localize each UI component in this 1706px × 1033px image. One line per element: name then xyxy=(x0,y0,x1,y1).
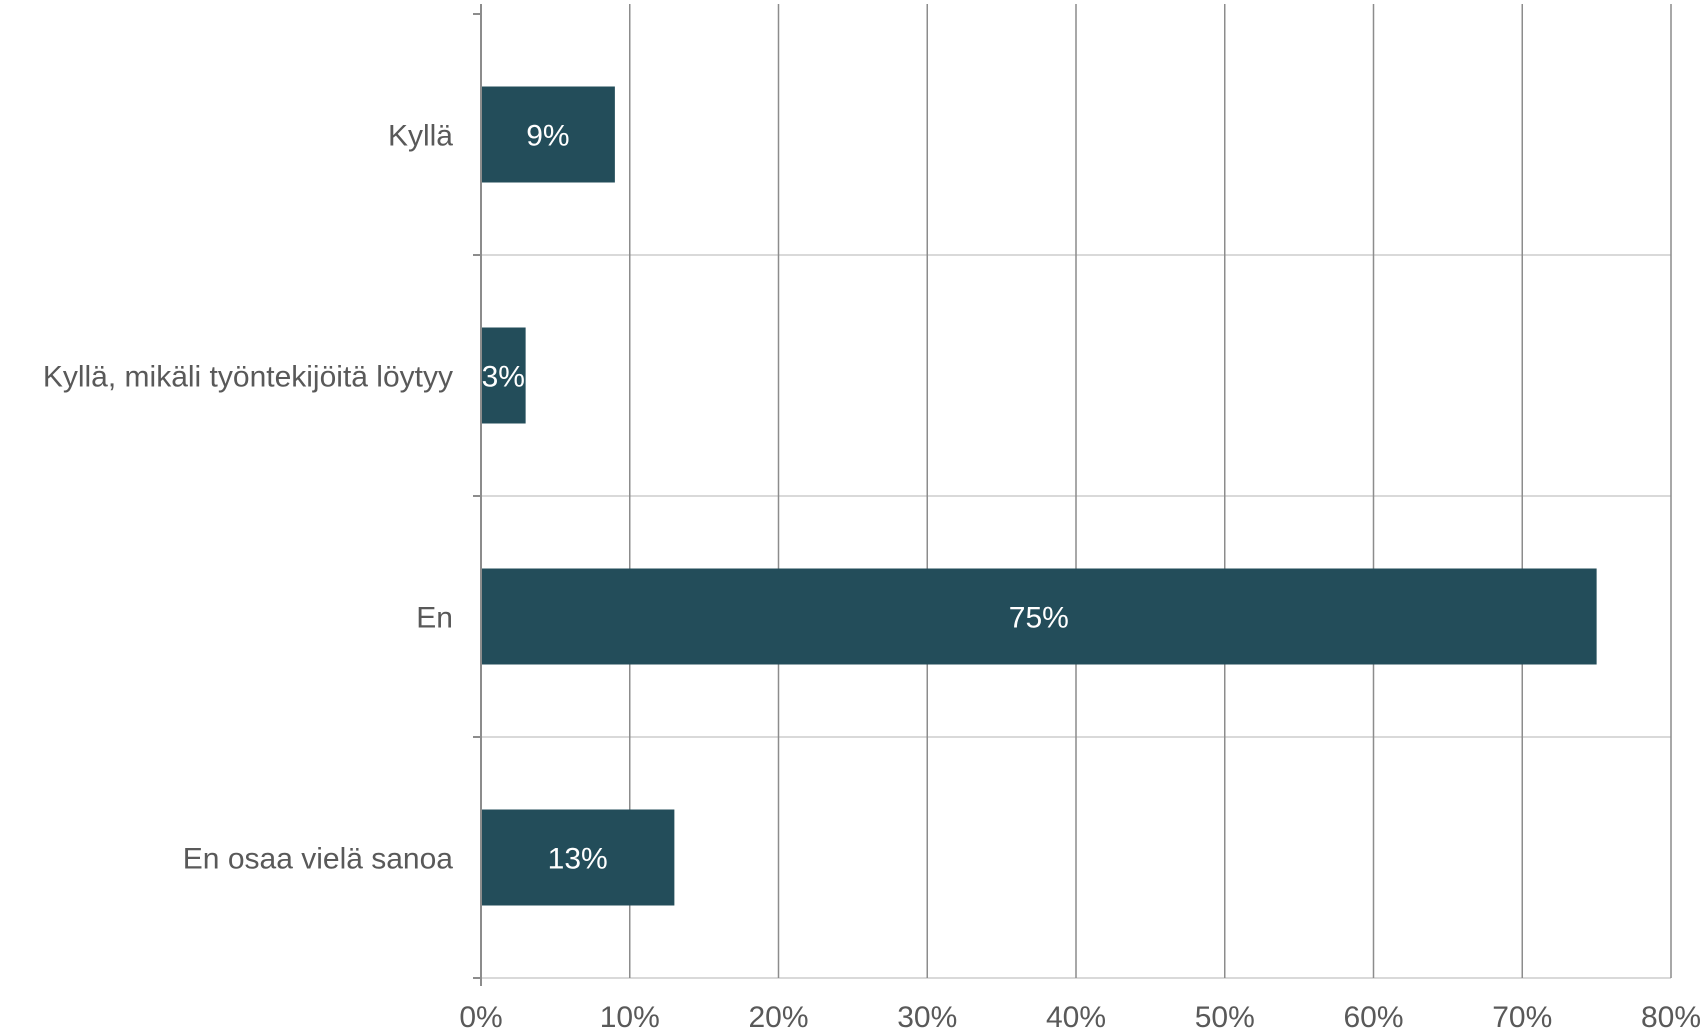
x-tick-label: 70% xyxy=(1492,1001,1552,1033)
x-tick-label: 30% xyxy=(897,1001,957,1033)
x-tick-label: 20% xyxy=(748,1001,808,1033)
bar xyxy=(481,809,675,906)
bar xyxy=(481,86,615,183)
data-label: 3% xyxy=(482,361,525,394)
category-label: Kyllä, mikäli työntekijöitä löytyy xyxy=(43,361,453,394)
bar xyxy=(481,568,1597,665)
data-label: 9% xyxy=(526,120,569,153)
data-label: 13% xyxy=(548,843,608,876)
x-tick-label: 50% xyxy=(1195,1001,1255,1033)
x-tick-label: 40% xyxy=(1046,1001,1106,1033)
x-tick-label: 10% xyxy=(600,1001,660,1033)
category-label: En osaa vielä sanoa xyxy=(183,843,454,876)
x-tick-label: 80% xyxy=(1641,1001,1701,1033)
labels: 0% 10% 20% 30% 40% 50% 60% 70% 80% 9% Kyllä 3% Kyllä… xyxy=(43,120,1701,1033)
grid xyxy=(481,4,1672,979)
data-label: 75% xyxy=(1009,602,1069,635)
bar xyxy=(481,327,526,424)
bars xyxy=(481,86,1597,906)
x-tick-label: 60% xyxy=(1343,1001,1403,1033)
category-label: Kyllä xyxy=(388,120,453,153)
category-label: En xyxy=(416,602,453,635)
axes xyxy=(473,4,482,986)
x-tick-label: 0% xyxy=(459,1001,502,1033)
